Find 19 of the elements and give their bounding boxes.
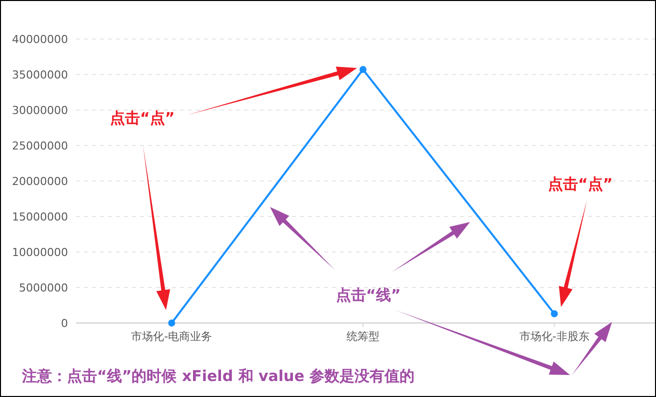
x-tick-label: 市场化-电商业务 <box>131 330 212 343</box>
y-tick-label: 35000000 <box>12 68 68 82</box>
y-tick-label: 40000000 <box>12 32 68 46</box>
annotation: 点击“点” <box>110 109 175 127</box>
y-tick-label: 15000000 <box>12 210 68 224</box>
x-tick-label: 市场化-非股东 <box>519 330 590 343</box>
y-tick-label: 5000000 <box>19 281 68 294</box>
y-tick-label: 0 <box>61 316 68 330</box>
y-tick-label: 30000000 <box>12 104 68 117</box>
text: 注意：点击“线”的时候 xField 和 value 参数是没有值的 <box>21 367 415 385</box>
x-tick-label: 统筹型 <box>346 330 380 343</box>
annotation: 点击“点” <box>548 175 613 193</box>
point <box>168 320 176 326</box>
y-tick-label: 10000000 <box>12 246 68 259</box>
point <box>360 66 366 74</box>
point <box>550 310 558 318</box>
annotation: 点击“线” <box>336 286 401 304</box>
y-tick-label: 20000000 <box>12 174 68 188</box>
y-tick-label: 25000000 <box>12 139 68 152</box>
